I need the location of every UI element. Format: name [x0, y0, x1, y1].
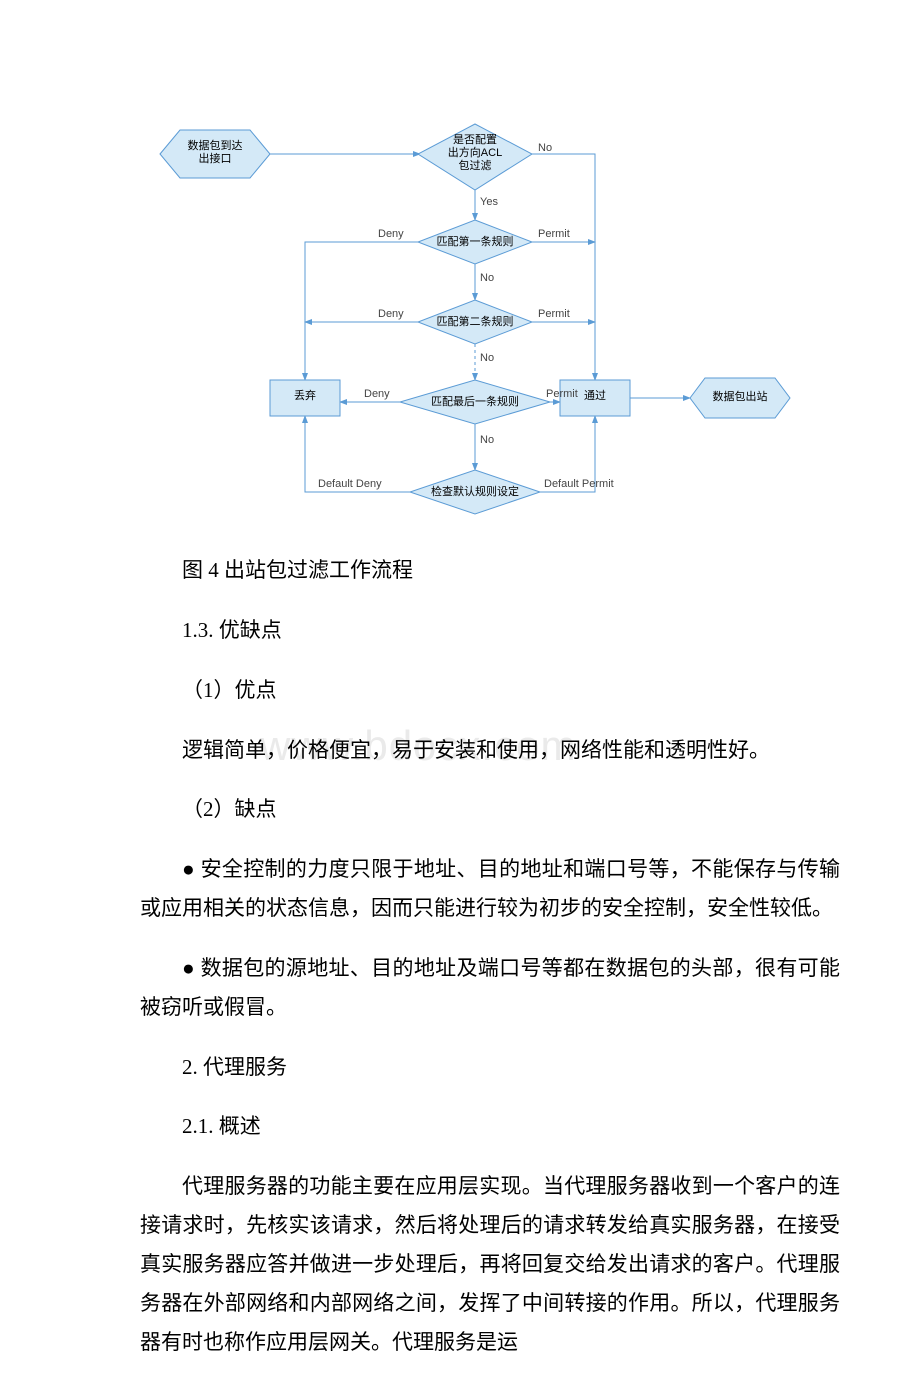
edge-r1-deny: Deny	[378, 228, 404, 240]
flowchart: 数据包到达出接口 是否配置出方向ACL包过滤 匹配第一条规则 匹配第二条规则 匹…	[100, 90, 820, 530]
node-cfg-label: 是否配置出方向ACL包过滤	[420, 134, 530, 174]
node-r2-label: 匹配第二条规则	[420, 316, 530, 329]
disadvantage-2: ● 数据包的源地址、目的地址及端口号等都在数据包的头部，很有可能被窃听或假冒。	[140, 949, 840, 1027]
node-r1-label: 匹配第一条规则	[420, 236, 530, 249]
edge-r2-deny: Deny	[378, 308, 404, 320]
edge-r2-permit: Permit	[538, 308, 570, 320]
edge-def-permit: Default Permit	[544, 478, 614, 490]
section-2: 2. 代理服务	[140, 1048, 840, 1087]
node-rlast-label: 匹配最后一条规则	[410, 396, 540, 409]
node-defrule-label: 检查默认规则设定	[415, 486, 535, 499]
figure-caption: 图 4 出站包过滤工作流程	[140, 551, 840, 590]
node-out-label: 数据包出站	[690, 391, 790, 404]
section-2-1: 2.1. 概述	[140, 1107, 840, 1146]
advantages-text: 逻辑简单，价格便宜，易于安装和使用，网络性能和透明性好。	[140, 731, 840, 770]
edge-r1-no: No	[480, 272, 494, 284]
disadvantage-1: ● 安全控制的力度只限于地址、目的地址和端口号等，不能保存与传输或应用相关的状态…	[140, 850, 840, 928]
edge-def-deny: Default Deny	[318, 478, 382, 490]
disadvantages-heading: （2）缺点	[140, 790, 840, 829]
edge-r1-permit: Permit	[538, 228, 570, 240]
node-start-label: 数据包到达出接口	[160, 140, 270, 166]
node-drop-label: 丢弃	[270, 390, 340, 403]
edge-cfg-yes: Yes	[480, 196, 498, 208]
edge-r2-no: No	[480, 352, 494, 364]
section-1-3: 1.3. 优缺点	[140, 611, 840, 650]
proxy-paragraph: 代理服务器的功能主要在应用层实现。当代理服务器收到一个客户的连接请求时，先核实该…	[140, 1167, 840, 1361]
edge-rlast-no: No	[480, 434, 494, 446]
edge-cfg-no: No	[538, 142, 552, 154]
advantages-heading: （1）优点	[140, 671, 840, 710]
edge-rlast-deny: Deny	[364, 388, 390, 400]
edge-rlast-permit: Permit	[546, 388, 578, 400]
